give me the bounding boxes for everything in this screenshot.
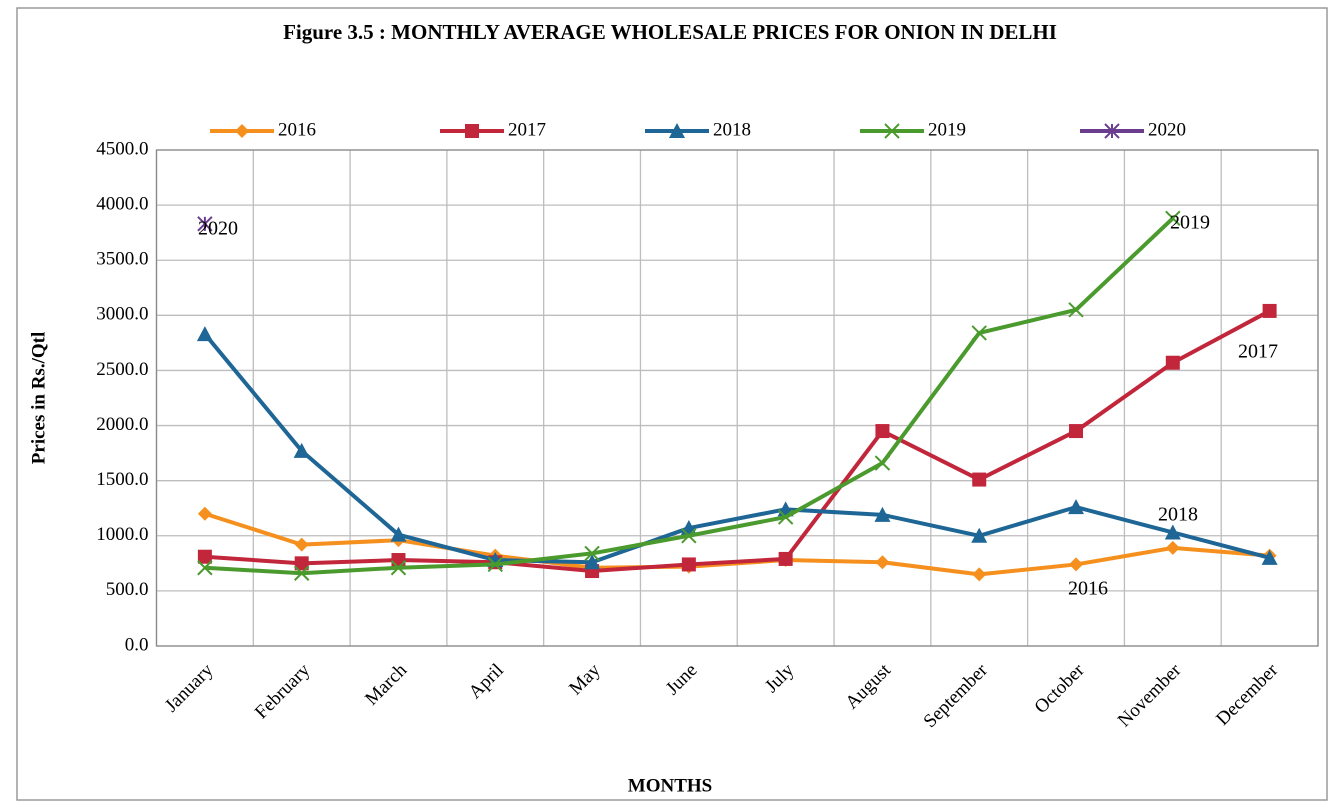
marker <box>972 567 987 582</box>
marker <box>197 549 212 564</box>
x-tick-label: August <box>841 659 895 713</box>
x-tick-label: July <box>761 659 799 697</box>
x-tick-label: February <box>251 659 315 723</box>
marker <box>1165 540 1180 555</box>
x-tick-label: October <box>1031 659 1090 718</box>
marker <box>1165 355 1180 370</box>
marker <box>669 123 685 138</box>
annotation: 2016 <box>1068 578 1108 600</box>
legend-label: 2017 <box>508 119 546 140</box>
chart-frame <box>16 7 1328 801</box>
y-axis-title: Prices in Rs./Qtl <box>28 332 49 464</box>
marker <box>196 326 213 342</box>
marker <box>1069 424 1084 439</box>
chart-title: Figure 3.5 : MONTHLY AVERAGE WHOLESALE P… <box>283 20 1057 44</box>
marker <box>884 123 900 139</box>
marker <box>294 537 309 552</box>
series-line <box>203 332 1271 565</box>
y-tick-label: 2500.0 <box>96 359 148 380</box>
marker <box>197 560 213 576</box>
legend-label: 2020 <box>1148 119 1186 140</box>
legend-label: 2018 <box>713 119 751 140</box>
marker <box>1068 499 1085 515</box>
marker <box>1164 524 1181 540</box>
plot-border <box>155 149 1319 647</box>
marker <box>197 216 213 232</box>
marker <box>584 545 600 562</box>
marker <box>1069 557 1084 572</box>
x-tick-label: December <box>1212 659 1283 730</box>
marker <box>875 424 890 439</box>
marker <box>390 526 407 542</box>
legend-label: 2016 <box>278 119 316 140</box>
x-tick-label: March <box>361 659 411 709</box>
marker <box>391 553 406 568</box>
series-line <box>204 309 1271 574</box>
annotation: 2017 <box>1238 341 1278 363</box>
marker <box>972 472 987 487</box>
y-tick-label: 4000.0 <box>96 193 148 214</box>
x-tick-label: June <box>662 660 701 699</box>
marker <box>235 124 249 138</box>
marker <box>293 565 310 581</box>
marker <box>1261 549 1278 565</box>
marker <box>874 455 891 471</box>
y-tick-label: 0.0 <box>125 634 149 655</box>
y-tick-label: 4500.0 <box>96 138 148 159</box>
marker <box>971 527 988 543</box>
marker <box>778 551 793 566</box>
y-tick-label: 3500.0 <box>96 249 148 270</box>
marker <box>875 555 890 570</box>
marker <box>681 528 697 544</box>
x-tick-label: April <box>465 660 508 703</box>
x-tick-label: May <box>565 659 605 699</box>
marker <box>465 124 479 138</box>
annotation: 2018 <box>1158 504 1198 526</box>
marker <box>1262 303 1277 318</box>
annotation: 2020 <box>198 218 238 240</box>
marker <box>487 556 503 573</box>
x-axis-title: MONTHS <box>628 775 712 796</box>
marker <box>584 554 601 570</box>
x-tick-label: September <box>920 659 993 732</box>
legend-label: 2019 <box>928 119 966 140</box>
marker <box>293 442 310 458</box>
marker <box>1165 210 1181 227</box>
marker <box>390 560 407 576</box>
y-tick-label: 3000.0 <box>96 304 148 325</box>
y-tick-label: 1000.0 <box>96 524 148 545</box>
y-tick-label: 1500.0 <box>96 469 148 490</box>
y-tick-label: 500.0 <box>106 579 149 600</box>
marker <box>294 556 309 571</box>
annotation: 2019 <box>1170 212 1210 234</box>
marker <box>1068 302 1084 318</box>
marker <box>1104 123 1120 139</box>
y-tick-label: 2000.0 <box>96 414 148 435</box>
marker <box>777 509 794 525</box>
marker <box>874 506 891 522</box>
marker <box>197 506 212 521</box>
marker <box>681 557 696 572</box>
x-tick-label: January <box>161 659 218 716</box>
marker <box>971 325 987 341</box>
x-tick-label: November <box>1114 659 1186 731</box>
